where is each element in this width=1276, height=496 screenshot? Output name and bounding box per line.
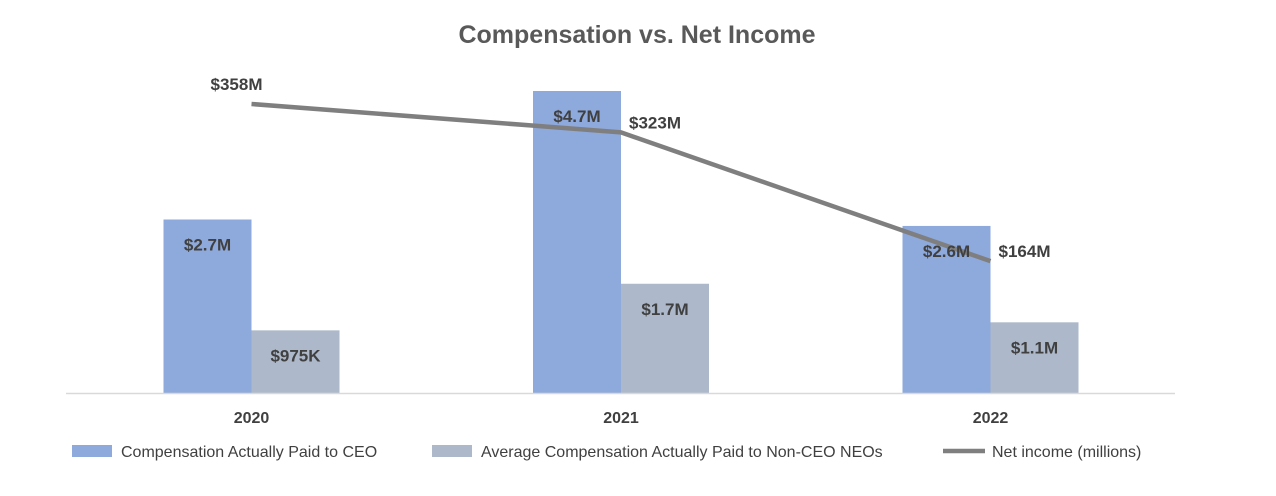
- chart-title: Compensation vs. Net Income: [458, 21, 815, 49]
- neo-bar-2021: [621, 283, 709, 393]
- data-labels: $2.7M $975K $4.7M $1.7M $2.6M $1.1M $358M $323M…: [184, 75, 1058, 365]
- neo-bar-label-2020: $975K: [270, 346, 321, 365]
- legend-swatch-0: [72, 445, 112, 457]
- neo-bar-2020: [251, 330, 340, 393]
- ceo-bar-2020: [163, 219, 252, 393]
- category-labels: 2020 2021 2022: [234, 410, 1009, 427]
- ceo-bar-label-2021: $4.7M: [553, 107, 600, 126]
- net-income-label-2021: $323M: [629, 113, 681, 132]
- legend-label-0: Compensation Actually Paid to CEO: [121, 444, 377, 461]
- line-series-group: [251, 101, 992, 264]
- net-income-label-2020: $358M: [211, 75, 263, 94]
- legend-label-1: Average Compensation Actually Paid to No…: [481, 444, 883, 461]
- legend-swatch-1: [432, 445, 472, 457]
- neo-bar-label-2022: $1.1M: [1011, 338, 1058, 357]
- bars-group: [163, 91, 1079, 393]
- ceo-bar-label-2022: $2.6M: [923, 242, 970, 261]
- net-income-label-2022: $164M: [999, 242, 1051, 261]
- neo-bar-label-2021: $1.7M: [641, 300, 688, 319]
- category-label-2022: 2022: [973, 410, 1009, 427]
- legend-label-2: Net income (millions): [992, 444, 1141, 461]
- ceo-bar-label-2020: $2.7M: [184, 236, 231, 255]
- category-label-2020: 2020: [234, 410, 270, 427]
- legend: Compensation Actually Paid to CEO Average…: [72, 444, 1141, 461]
- neo-bar-2022: [990, 322, 1079, 393]
- ceo-bar-2021: [533, 91, 621, 393]
- net-income-line: [251, 101, 992, 264]
- category-label-2021: 2021: [603, 410, 639, 427]
